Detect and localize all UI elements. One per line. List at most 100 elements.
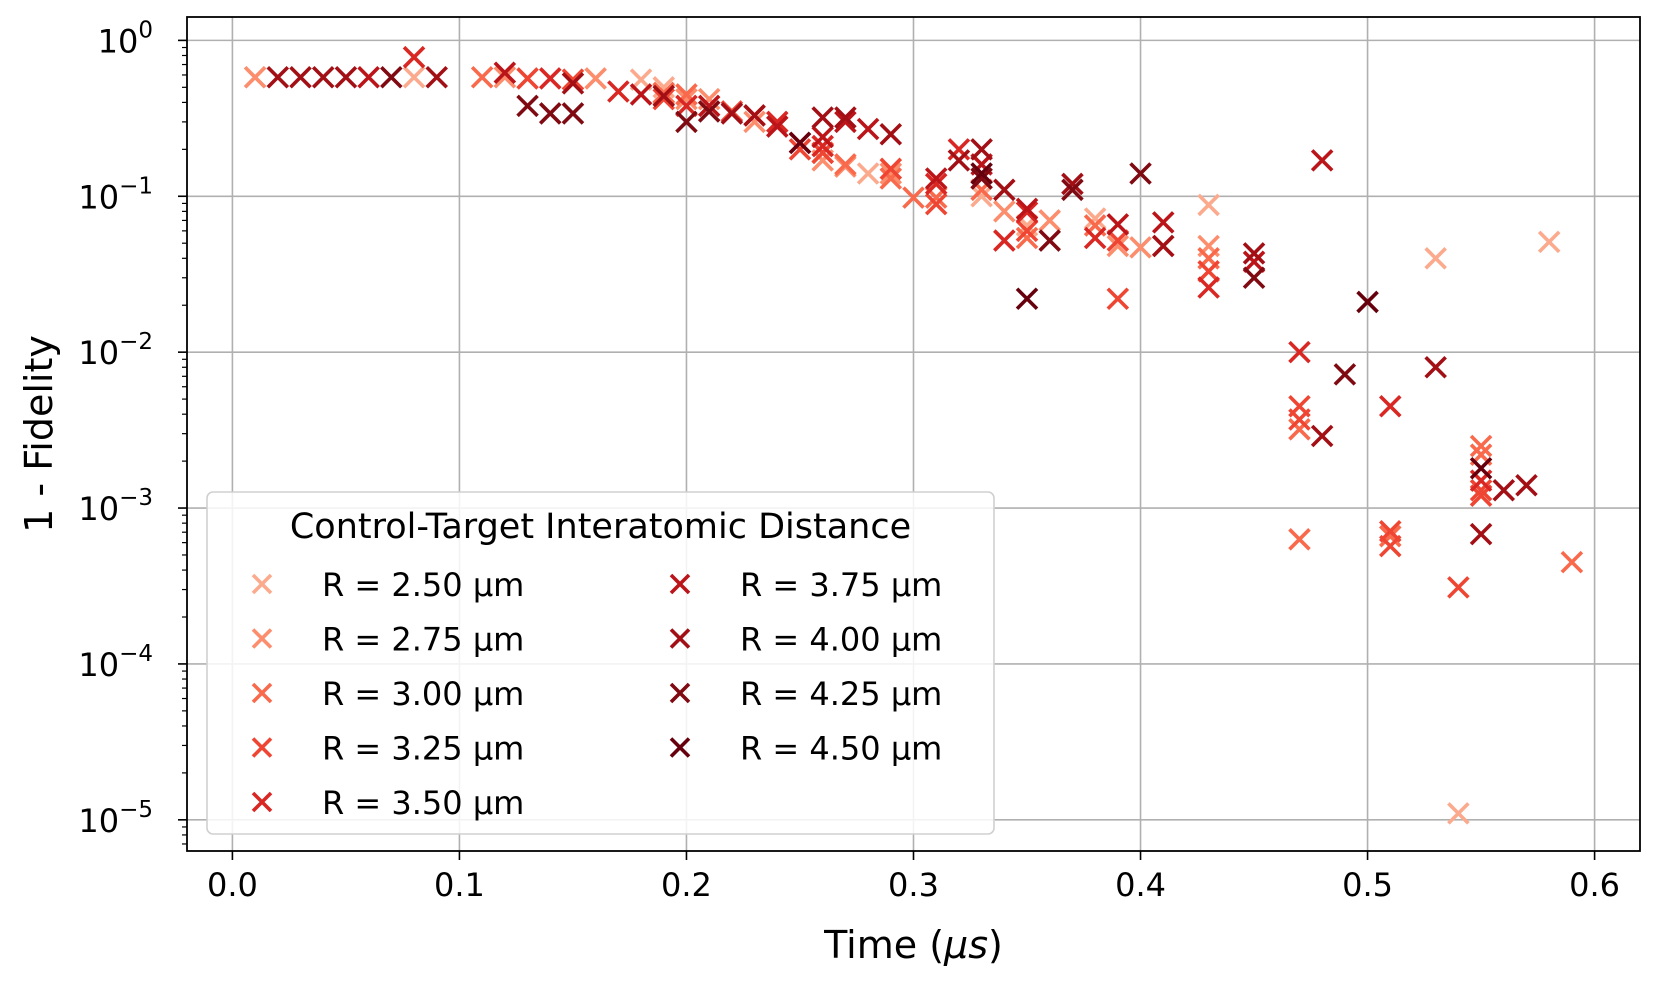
marker-stroke [1469,522,1493,546]
data-point-x-marker [402,65,426,89]
marker-stroke [1015,200,1039,224]
marker-stroke [970,162,993,185]
marker-stroke [607,80,630,103]
marker-stroke [675,110,698,134]
data-point-x-marker [788,138,812,161]
data-point-x-marker [538,102,562,125]
data-point-x-marker [1106,213,1130,236]
marker-stroke [1061,172,1084,196]
marker-stroke [924,172,948,196]
marker-stroke [402,45,426,69]
legend-label: R = 4.00 μm [740,621,942,659]
marker-stroke [561,72,585,95]
data-point-x-marker [1197,260,1220,283]
data-point-x-marker [879,167,903,190]
marker-stroke [652,87,676,111]
marker-stroke [334,65,358,89]
legend-marker [251,573,273,595]
data-point-x-marker [970,184,993,208]
legend-marker [251,737,273,758]
data-point-x-marker [970,167,993,190]
data-point-x-marker [1288,408,1311,431]
legend-entry: R = 3.00 μm [251,675,524,713]
data-point-x-marker [1560,550,1584,574]
data-point-x-marker [743,110,766,134]
y-tick-exponent: −2 [119,329,153,355]
marker-stroke [425,65,449,89]
y-tick-label: 100 [98,17,153,60]
data-point-x-marker [1061,172,1084,196]
marker-stroke [561,102,585,125]
marker-stroke [652,81,676,105]
marker-stroke [788,131,812,155]
data-point-x-marker [652,81,676,105]
data-point-x-marker [1447,576,1470,599]
data-point-x-marker [834,153,857,176]
marker-stroke [493,61,517,85]
marker-stroke [1469,434,1493,458]
data-point-x-marker [1106,234,1130,258]
data-point-x-marker [1015,200,1039,224]
data-point-x-marker [1106,229,1130,252]
marker-stroke [266,65,290,89]
marker-stroke [856,117,880,141]
legend-marker [251,682,273,704]
data-point-x-marker [493,61,517,85]
marker-stroke [879,162,903,185]
data-point-x-marker [493,65,517,89]
marker-stroke [856,162,880,185]
data-point-x-marker [1106,287,1130,311]
marker-stroke [584,67,607,90]
data-point-x-marker [879,157,903,181]
y-tick-label: 10−1 [78,173,153,216]
marker-stroke [1129,236,1152,259]
marker-stroke [1197,276,1220,299]
data-point-x-marker [1015,197,1039,221]
x-tick-label: 0.2 [661,866,712,904]
data-point-x-marker [720,102,744,125]
data-point-x-marker [834,110,857,134]
marker-stroke [788,138,812,161]
marker-stroke [1038,229,1061,252]
marker-stroke [1356,290,1379,314]
marker-stroke [311,65,335,89]
legend-marker [669,573,691,595]
legend-entry: R = 3.75 μm [669,566,942,604]
data-point-x-marker [1424,247,1447,270]
marker-stroke [947,149,971,172]
data-point-x-marker [1242,242,1266,265]
data-point-x-marker [561,102,585,125]
data-point-x-marker [1310,424,1334,448]
data-point-x-marker [1038,209,1061,232]
marker-stroke [357,65,380,89]
marker-stroke [811,125,834,149]
y-tick-base: 10 [78,646,119,684]
data-point-x-marker [1378,519,1402,543]
marker-stroke [1333,363,1357,386]
y-tick-exponent: −4 [119,641,153,667]
marker-stroke [1288,528,1311,551]
marker-stroke [879,157,903,181]
marker-stroke [970,184,993,208]
legend-entry: R = 2.50 μm [251,566,524,604]
x-tick-label: 0.6 [1569,866,1620,904]
data-point-x-marker [970,138,993,161]
data-point-x-marker [1469,434,1493,458]
marker-stroke [1083,226,1107,250]
marker-stroke [1197,193,1220,217]
data-point-x-marker [834,106,857,129]
data-point-x-marker [697,100,721,123]
legend-entry: R = 4.25 μm [669,675,942,713]
data-point-x-marker [993,200,1016,223]
marker-stroke [1038,209,1061,232]
x-tick-label: 0.3 [888,866,939,904]
marker-stroke [993,229,1016,252]
legend-label: R = 2.75 μm [322,621,524,659]
data-point-x-marker [947,149,971,172]
y-tick-base: 10 [78,802,119,840]
plot-frame [186,16,1641,852]
data-point-x-marker [924,192,948,216]
marker-stroke [697,94,721,118]
data-point-x-marker [675,94,698,118]
data-point-x-marker [1061,178,1084,202]
